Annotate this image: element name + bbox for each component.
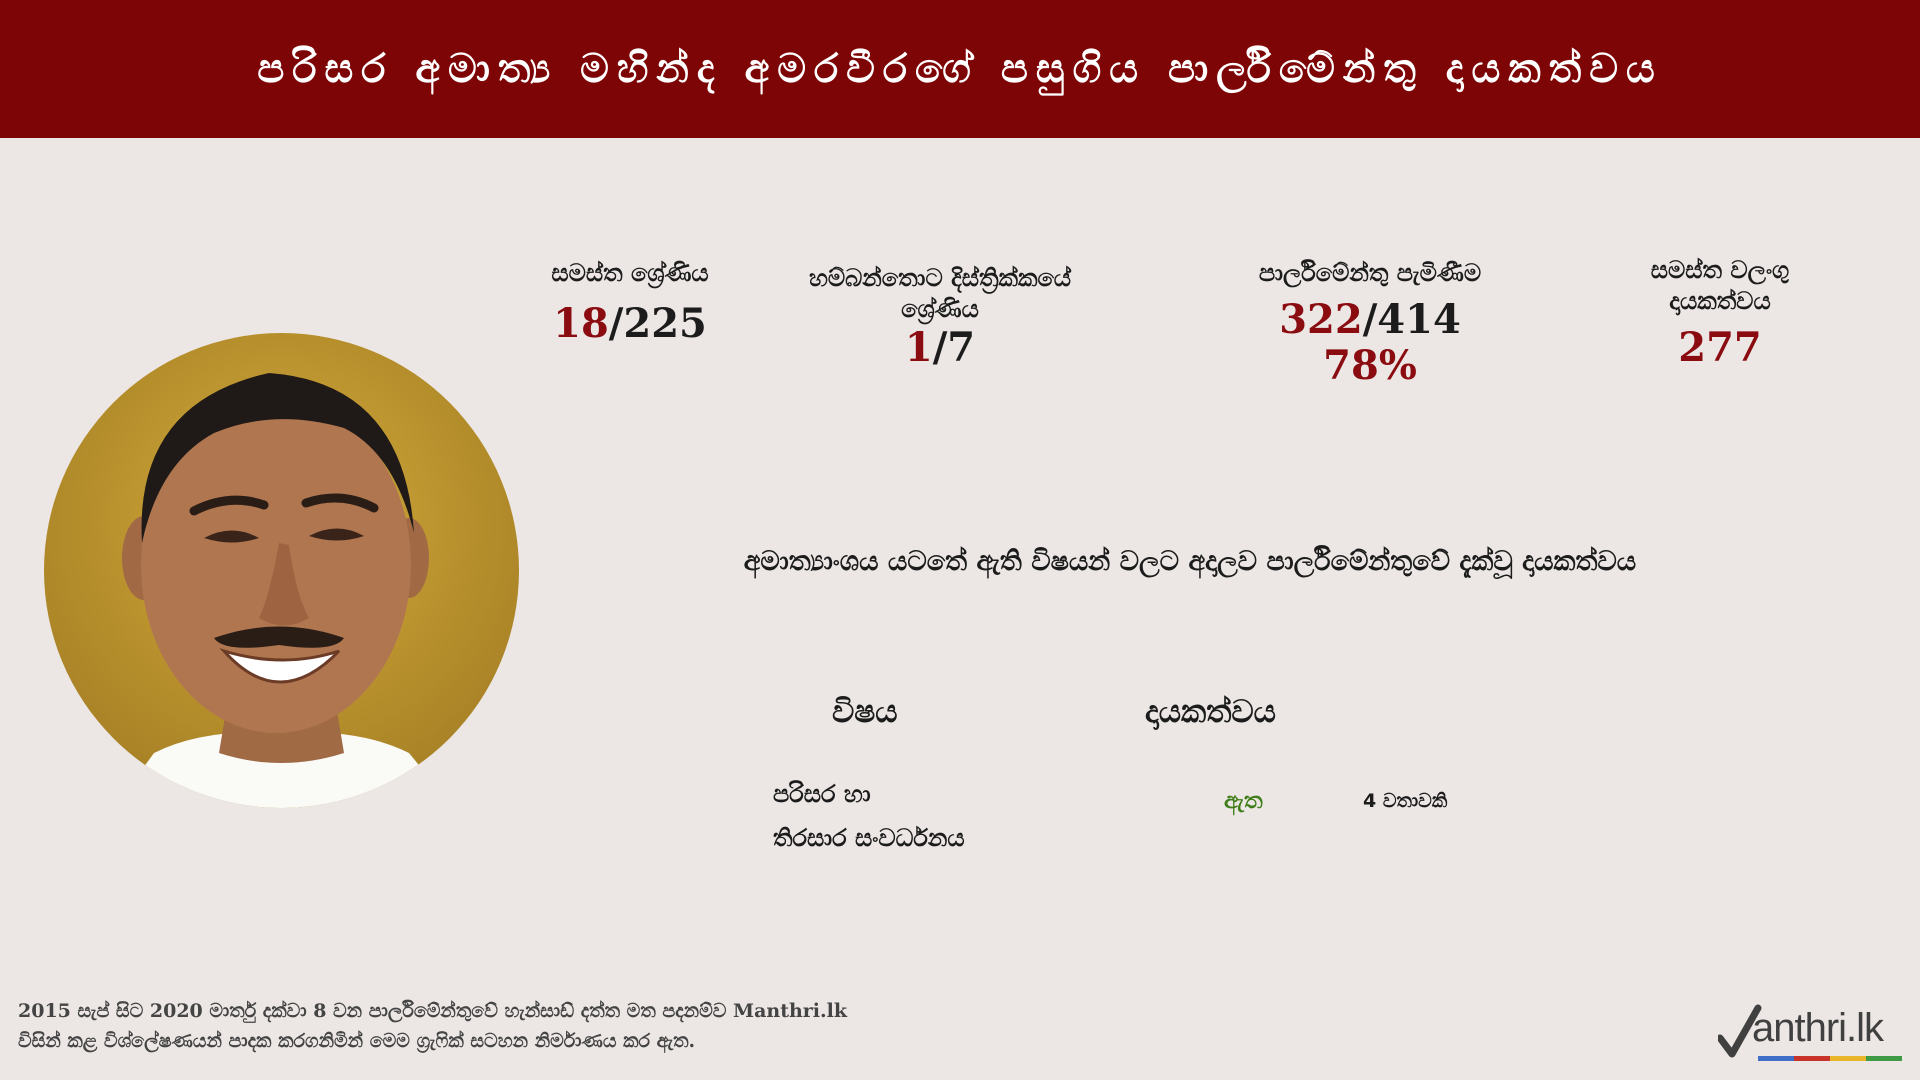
checkmark-icon [1718, 1004, 1762, 1058]
footnote-line2: විසින් කළ විශ්ලේෂණයන් පාදක කරගනිමින් මෙම… [18, 1030, 696, 1052]
attendance-number: 322 [1279, 296, 1363, 343]
subject-line2: තිරසාර සංවර්ධනය [773, 824, 965, 852]
logo-bar-green [1866, 1056, 1902, 1061]
footnote-line1: 2015 සැප් සිට 2020 මාර්තු දක්වා 8 වන පාර… [18, 1000, 848, 1022]
overall-rank-stat: සමස්ත ශ්‍රේණිය 18/225 [505, 258, 755, 347]
district-rank-label-line2: ශ්‍රේණිය [901, 295, 979, 323]
overall-rank-number: 18 [553, 300, 609, 347]
valid-contribution-label-line2: දායකත්වය [1669, 287, 1771, 315]
district-rank-stat: හම්බන්තොට දිස්ත්‍රික්කයේ ශ්‍රේණිය 1/7 [780, 263, 1100, 371]
attendance-total: /414 [1362, 296, 1461, 343]
contribution-column-header: දායකත්වය [1145, 694, 1276, 730]
valid-contribution-value: 277 [1678, 324, 1762, 371]
attendance-stat: පාර්ලිමේන්තු පැමිණීම 322/414 78% [1200, 258, 1540, 389]
logo-text: anthri.lk [1752, 1006, 1884, 1050]
district-rank-number: 1 [904, 324, 933, 371]
district-rank-value: 1/7 [780, 325, 1100, 371]
contribution-status: ඇත [1224, 788, 1263, 814]
page-title: පරිසර අමාත්‍ය මහින්ද අමරවීරගේ පසුගිය පාර… [257, 46, 1663, 92]
attendance-label: පාර්ලිමේන්තු පැමිණීම [1258, 259, 1482, 287]
attendance-percent: 78% [1323, 342, 1417, 389]
subject-cell: පරිසර හා තිරසාර සංවර්ධනය [773, 772, 965, 860]
header-banner: පරිසර අමාත්‍ය මහින්ද අමරවීරගේ පසුගිය පාර… [0, 0, 1920, 138]
subject-line1: පරිසර හා [773, 780, 871, 808]
contribution-count: 4 වතාවකි [1363, 790, 1448, 812]
district-rank-total: /7 [932, 324, 976, 371]
source-footnote: 2015 සැප් සිට 2020 මාර්තු දක්වා 8 වන පාර… [18, 996, 1118, 1056]
overall-rank-total: /225 [608, 300, 707, 347]
attendance-value: 322/414 [1200, 297, 1540, 343]
overall-rank-label: සමස්ත ශ්‍රේණිය [551, 259, 709, 287]
district-rank-label-line1: හම්බන්තොට දිස්ත්‍රික්කයේ [808, 264, 1072, 292]
manthri-logo: anthri.lk [1718, 1000, 1908, 1066]
valid-contribution-label-line1: සමස්ත වලංගු [1650, 256, 1790, 284]
logo-bar-red [1794, 1056, 1830, 1061]
minister-portrait [44, 333, 519, 808]
subject-column-header: විෂය [832, 694, 898, 730]
valid-contribution-stat: සමස්ත වලංගු දායකත්වය 277 [1600, 255, 1840, 371]
logo-bar-yellow [1830, 1056, 1866, 1061]
overall-rank-value: 18/225 [505, 301, 755, 347]
ministry-subtitle: අමාත්‍යාංශය යටතේ ඇති විෂයන් වලට අදාලව පා… [743, 546, 1637, 577]
logo-bar-blue [1758, 1056, 1794, 1061]
